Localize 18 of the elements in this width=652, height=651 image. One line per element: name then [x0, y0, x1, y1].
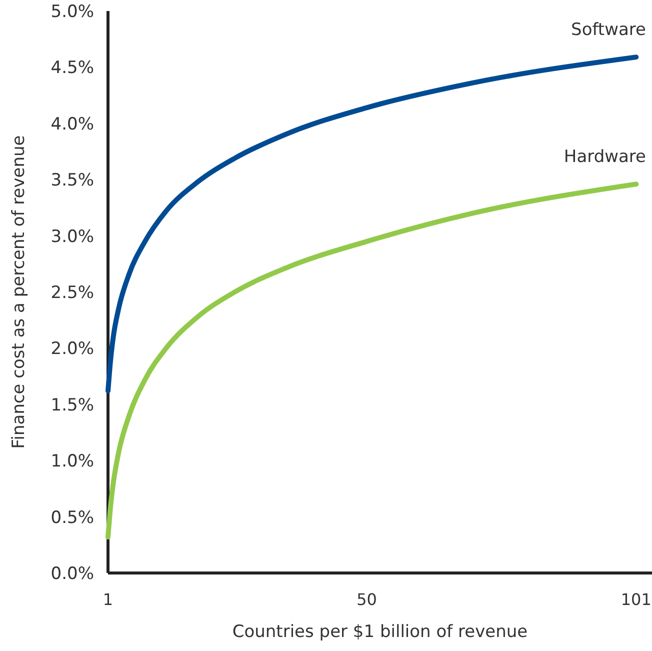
y-tick-label: 1.0% [50, 452, 94, 472]
x-tick-label: 50 [356, 590, 377, 609]
y-tick-label: 3.0% [50, 226, 94, 247]
y-tick-label: 3.5% [50, 170, 94, 191]
series-label: Hardware [564, 147, 646, 168]
y-tick-label: 2.5% [50, 282, 94, 303]
series-label: Software [571, 20, 646, 40]
y-axis-title: Finance cost as a percent of revenue [9, 135, 29, 449]
y-tick-label: 4.0% [50, 114, 94, 134]
x-tick-label: 1 [102, 590, 114, 609]
y-tick-label: 4.5% [50, 58, 94, 78]
y-tick-label: 5.0% [50, 2, 94, 22]
x-tick-label: 101 [620, 590, 652, 609]
y-tick-label: 0.5% [50, 508, 94, 528]
y-tick-label: 0.0% [50, 564, 94, 584]
x-axis-title: Countries per $1 billion of revenue [232, 622, 528, 642]
y-tick-label: 1.5% [50, 395, 94, 416]
y-tick-label: 2.0% [50, 339, 94, 360]
